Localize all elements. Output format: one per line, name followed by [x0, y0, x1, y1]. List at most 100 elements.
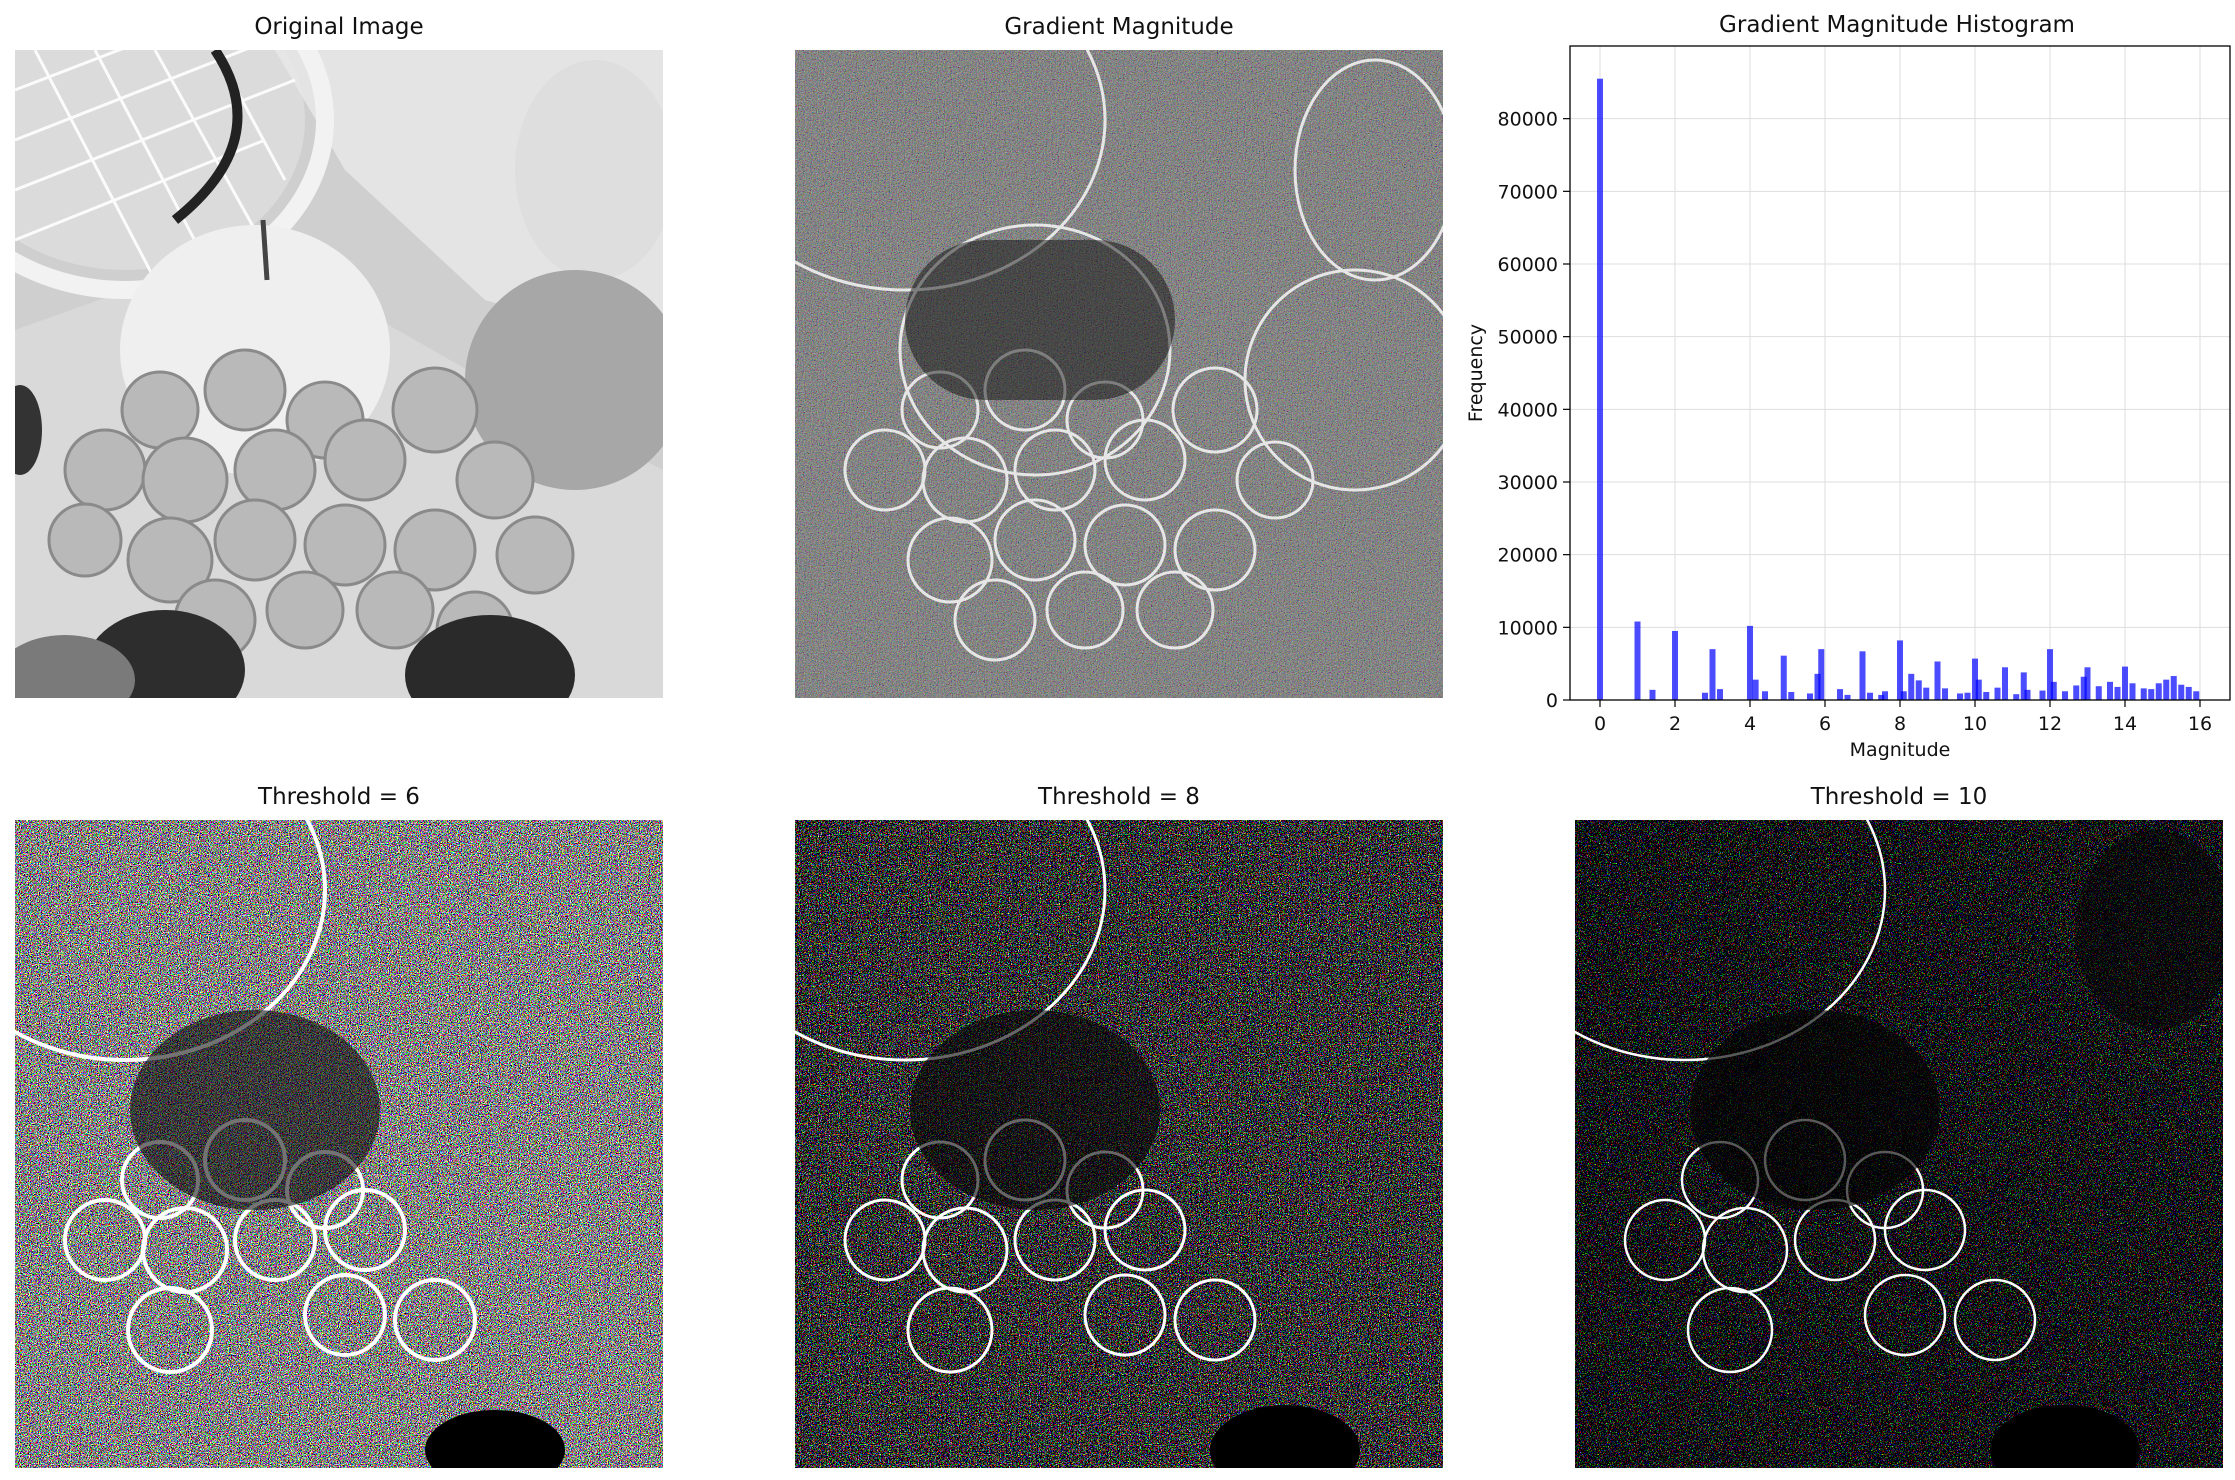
histogram-bar [1702, 692, 1708, 700]
histogram-bar [1859, 651, 1866, 700]
histogram-bar [1672, 630, 1678, 700]
threshold-6-image [15, 820, 663, 1468]
original-image-drawing [15, 50, 663, 698]
histogram-bar [2062, 691, 2068, 700]
y-tick-label: 60000 [1498, 254, 1558, 276]
histogram-bar [1814, 673, 1821, 700]
histogram-bar [2013, 694, 2020, 700]
y-tick-label: 40000 [1498, 399, 1558, 421]
histogram-bar [2039, 690, 2046, 700]
y-tick-label: 20000 [1498, 545, 1558, 567]
histogram-bar [1897, 640, 1903, 700]
histogram-bar [1717, 689, 1723, 700]
histogram-bar [1780, 655, 1787, 700]
panel-threshold-10: Threshold = 10 [1575, 770, 2223, 1480]
histogram-bar [2155, 683, 2162, 700]
histogram-bar [1597, 78, 1603, 700]
histogram-bar [1972, 658, 1978, 700]
x-axis-label: Magnitude [1850, 739, 1951, 761]
histogram-bar [1837, 689, 1843, 700]
x-tick-label: 0 [1594, 713, 1606, 735]
histogram-bar [2170, 676, 2177, 700]
histogram-bar [1975, 679, 1982, 700]
histogram-bar [1634, 621, 1641, 700]
y-tick-label: 0 [1546, 690, 1558, 712]
histogram-bar [1923, 687, 1930, 700]
gradient-magnitude-drawing [795, 50, 1443, 698]
ticks: 0 2 4 6 8 10 12 14 16 0 10000 20000 30000 40000 50000 6… [1498, 109, 2213, 735]
histogram-bar [1900, 691, 1907, 700]
histogram-bar [1752, 679, 1759, 700]
histogram-bar [1942, 688, 1948, 700]
y-tick-label: 80000 [1498, 109, 1558, 131]
chart-title: Gradient Magnitude Histogram [1719, 12, 2075, 38]
histogram-bar [1818, 649, 1825, 700]
histogram-bar [2080, 676, 2087, 700]
panel-gradient-magnitude: Gradient Magnitude [795, 0, 1443, 700]
y-axis-label: Frequency [1465, 324, 1487, 422]
panel-histogram: Gradient Magnitude Histogram 0 2 4 6 8 10 12 14… [1450, 0, 2235, 770]
bars [1597, 78, 2200, 700]
histogram-bar [2129, 683, 2136, 700]
histogram-bar [2140, 688, 2147, 700]
histogram-bar [1983, 692, 1990, 700]
panel-original-image: Original Image [15, 0, 663, 700]
y-tick-label: 50000 [1498, 327, 1558, 349]
histogram-bar [1934, 661, 1941, 700]
y-tick-label: 30000 [1498, 472, 1558, 494]
histogram-bar [2163, 679, 2170, 700]
histogram-bar [2122, 666, 2128, 700]
x-tick-label: 10 [1963, 713, 1987, 735]
x-tick-label: 16 [2188, 713, 2212, 735]
histogram-bar [2050, 681, 2057, 700]
histogram-bar [2185, 686, 2192, 700]
histogram-bar [1649, 689, 1656, 700]
x-tick-label: 4 [1744, 713, 1756, 735]
panel-threshold-6: Threshold = 6 [15, 770, 663, 1480]
threshold-6-drawing [15, 820, 663, 1468]
histogram-chart: Gradient Magnitude Histogram 0 2 4 6 8 10 12 14… [1465, 12, 2231, 761]
histogram-bar [1867, 692, 1873, 700]
histogram-bar [2095, 686, 2102, 700]
threshold-8-drawing [795, 820, 1443, 1468]
x-tick-label: 8 [1894, 713, 1906, 735]
panel-threshold-8: Threshold = 8 [795, 770, 1443, 1480]
histogram-bar [1844, 694, 1851, 700]
panel-title: Threshold = 10 [1810, 784, 1988, 810]
gradient-magnitude-image [795, 50, 1443, 698]
panel-title: Original Image [254, 14, 424, 40]
histogram-bar [2084, 667, 2091, 700]
histogram-bar [2020, 672, 2027, 700]
threshold-10-image [1575, 820, 2223, 1468]
histogram-bar [2073, 685, 2080, 700]
histogram-bar [1747, 625, 1753, 700]
histogram-bar [2148, 689, 2155, 700]
histogram-bar [2114, 686, 2121, 700]
threshold-8-image [795, 820, 1443, 1468]
x-tick-label: 14 [2113, 713, 2137, 735]
histogram-bar [1878, 694, 1885, 700]
threshold-10-drawing [1575, 820, 2223, 1468]
x-tick-label: 6 [1819, 713, 1831, 735]
histogram-bar [2178, 684, 2185, 700]
histogram-bar [1957, 693, 1963, 700]
histogram-bar [2047, 649, 2053, 700]
panel-title: Threshold = 6 [258, 784, 420, 810]
histogram-bar [2107, 681, 2113, 700]
histogram-bar [1964, 692, 1971, 700]
x-tick-label: 2 [1669, 713, 1681, 735]
y-tick-label: 10000 [1498, 617, 1558, 639]
histogram-bar [1915, 680, 1922, 700]
panel-title: Threshold = 8 [1038, 784, 1200, 810]
grid [1570, 46, 2230, 701]
histogram-bar [2193, 691, 2200, 700]
histogram-bar [1908, 673, 1915, 700]
panel-title: Gradient Magnitude [1004, 14, 1234, 40]
x-tick-label: 12 [2038, 713, 2062, 735]
histogram-bar [1709, 649, 1716, 700]
histogram-bar [2002, 667, 2008, 700]
y-tick-label: 70000 [1498, 181, 1558, 203]
histogram-bar [1788, 692, 1795, 700]
histogram-bar [1762, 691, 1768, 700]
histogram-bar [1807, 693, 1813, 700]
